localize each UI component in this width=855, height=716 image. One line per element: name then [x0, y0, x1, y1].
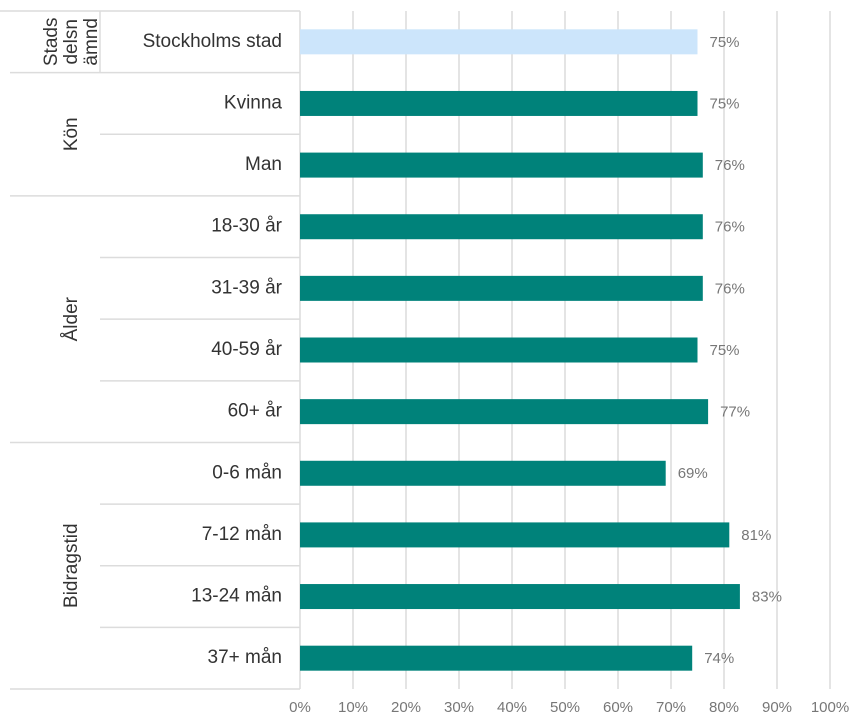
- category-label: Man: [245, 154, 282, 175]
- group-label: Kön: [61, 117, 82, 151]
- x-tick-label: 10%: [338, 699, 368, 716]
- value-label: 75%: [710, 34, 740, 51]
- value-label: 69%: [678, 465, 708, 482]
- bar: [300, 90, 698, 116]
- bar: [300, 645, 693, 671]
- value-label: 76%: [715, 157, 745, 174]
- value-label: 74%: [704, 650, 734, 667]
- x-tick-label: 0%: [289, 699, 311, 716]
- value-label: 81%: [741, 527, 771, 544]
- category-label: 31-39 år: [211, 277, 282, 298]
- bar: [300, 152, 703, 178]
- category-label: 0-6 mån: [212, 462, 282, 483]
- group-label: ämnd: [81, 18, 102, 66]
- bar: [300, 337, 698, 363]
- bar: [300, 399, 709, 425]
- category-label: 60+ år: [228, 401, 283, 422]
- value-label: 77%: [720, 404, 750, 421]
- value-label: 75%: [710, 342, 740, 359]
- category-label: 13-24 mån: [191, 586, 282, 607]
- bar: [300, 275, 703, 301]
- group-label: Bidragstid: [61, 523, 82, 608]
- category-label: Kvinna: [224, 92, 283, 113]
- x-tick-label: 80%: [709, 699, 739, 716]
- x-tick-label: 40%: [497, 699, 527, 716]
- bar: [300, 214, 703, 240]
- bar: [300, 522, 730, 548]
- category-label: Stockholms stad: [143, 31, 282, 52]
- x-tick-label: 90%: [762, 699, 792, 716]
- category-label: 18-30 år: [211, 216, 282, 237]
- group-label: Stads: [41, 18, 62, 67]
- bar: [300, 29, 698, 55]
- category-label: 7-12 mån: [202, 524, 282, 545]
- x-tick-label: 70%: [656, 699, 686, 716]
- bar: [300, 584, 740, 610]
- x-tick-label: 100%: [811, 699, 849, 716]
- value-label: 76%: [715, 280, 745, 297]
- value-label: 75%: [710, 95, 740, 112]
- category-label: 37+ mån: [208, 647, 282, 668]
- value-label: 83%: [752, 589, 782, 606]
- x-tick-label: 60%: [603, 699, 633, 716]
- x-tick-label: 30%: [444, 699, 474, 716]
- bar: [300, 460, 666, 486]
- x-tick-label: 20%: [391, 699, 421, 716]
- group-label: Ålder: [61, 296, 82, 341]
- category-label: 40-59 år: [211, 339, 282, 360]
- value-label: 76%: [715, 219, 745, 236]
- group-label: delsn: [61, 19, 82, 64]
- x-tick-label: 50%: [550, 699, 580, 716]
